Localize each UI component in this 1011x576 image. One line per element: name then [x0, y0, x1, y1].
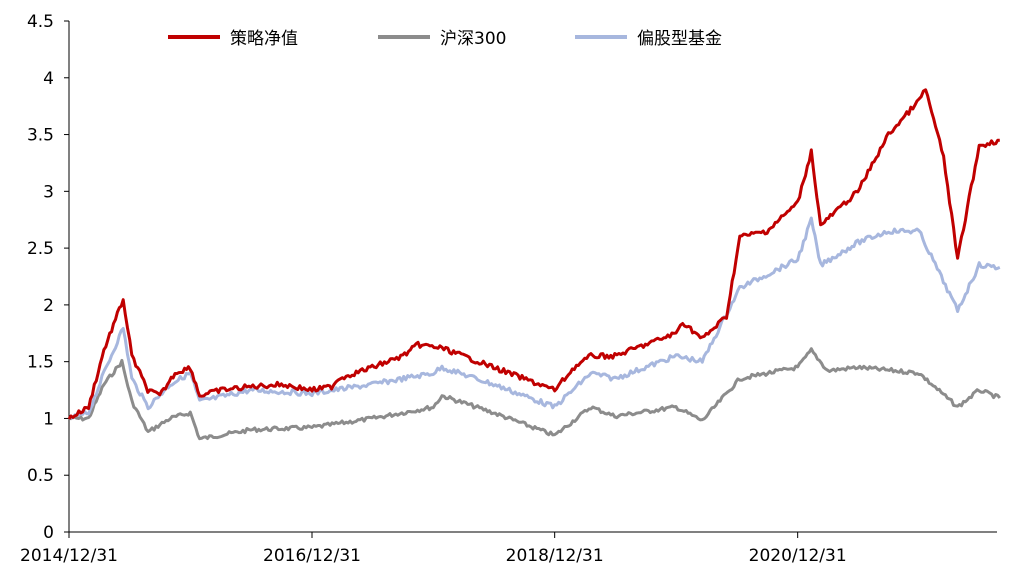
- y-tick-label: 1.5: [27, 353, 54, 373]
- y-tick-label: 3: [43, 182, 54, 202]
- chart-legend: 策略净值 沪深300 偏股型基金: [168, 29, 722, 49]
- y-tick-label: 4.5: [27, 12, 54, 32]
- series-line: [68, 347, 1001, 441]
- series-line: [68, 216, 1001, 420]
- y-tick-label: 2: [43, 296, 54, 316]
- y-tick-label: 0.5: [27, 466, 54, 486]
- x-tick-label: 2014/12/31: [20, 546, 118, 566]
- y-tick-label: 4: [43, 69, 54, 89]
- y-axis: 0 0.5 1 1.5 2 2.5 3 3.5 4 4.5: [27, 12, 70, 543]
- y-tick-label: 3.5: [27, 126, 54, 146]
- y-tick-label: 1: [43, 409, 54, 429]
- y-tick-label: 0: [43, 523, 54, 543]
- x-tick-label: 2016/12/31: [263, 546, 361, 566]
- legend-label: 沪深300: [440, 29, 506, 49]
- plot-area: [67, 88, 1001, 441]
- y-tick-label: 2.5: [27, 239, 54, 259]
- x-tick-label: 2018/12/31: [506, 546, 604, 566]
- legend-label: 策略净值: [230, 29, 298, 49]
- x-axis: 2014/12/31 2016/12/31 2018/12/31 2020/12/31: [20, 531, 997, 566]
- series-line: [67, 88, 1000, 420]
- x-tick-label: 2020/12/31: [749, 546, 847, 566]
- legend-label: 偏股型基金: [637, 29, 722, 49]
